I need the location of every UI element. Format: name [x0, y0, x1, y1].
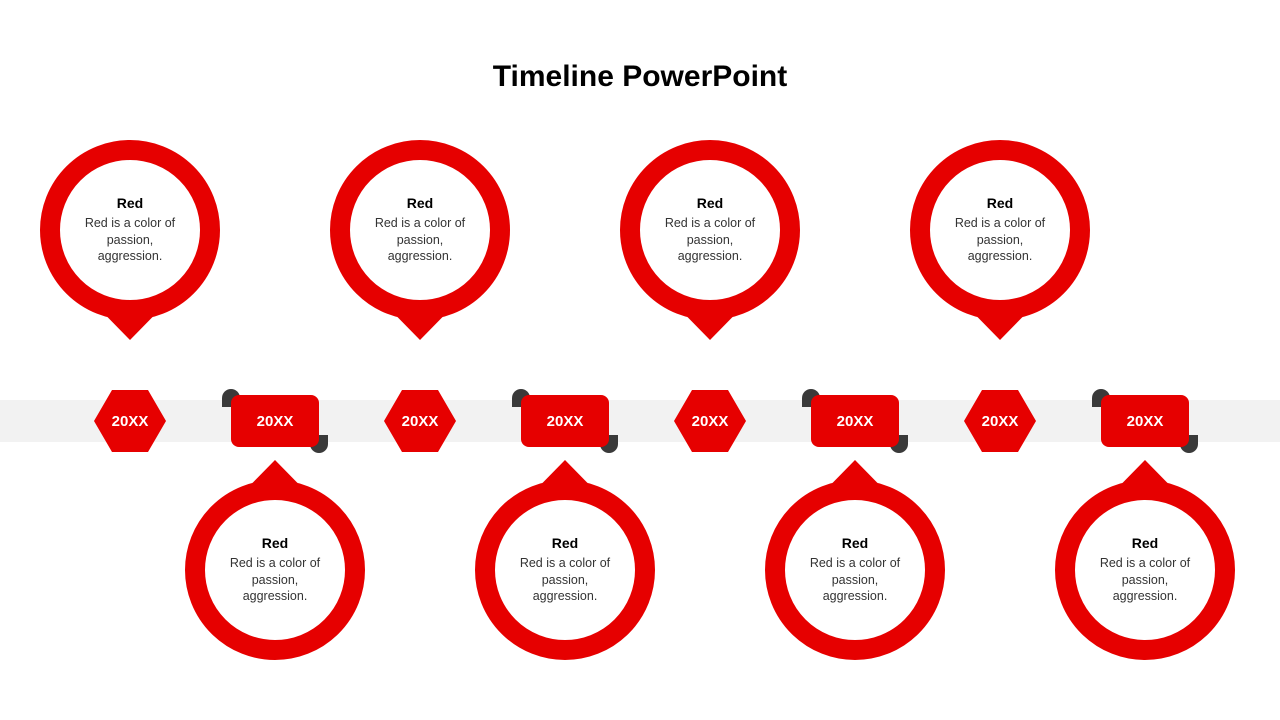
year-tag: 20XX	[231, 395, 319, 447]
timeline-node-lower: Red Red is a color of passion, aggression…	[475, 480, 655, 660]
node-body: Red is a color of passion, aggression.	[223, 555, 327, 606]
year-tag: 20XX	[521, 395, 609, 447]
node-heading: Red	[552, 535, 578, 551]
node-body: Red is a color of passion, aggression.	[513, 555, 617, 606]
node-heading: Red	[987, 195, 1013, 211]
node-body: Red is a color of passion, aggression.	[368, 215, 472, 266]
timeline-node-upper: Red Red is a color of passion, aggression…	[330, 140, 510, 320]
timeline-node-lower: Red Red is a color of passion, aggression…	[765, 480, 945, 660]
node-heading: Red	[1132, 535, 1158, 551]
node-heading: Red	[117, 195, 143, 211]
node-body: Red is a color of passion, aggression.	[78, 215, 182, 266]
timeline-node-upper: Red Red is a color of passion, aggression…	[910, 140, 1090, 320]
year-tag: 20XX	[811, 395, 899, 447]
node-heading: Red	[407, 195, 433, 211]
timeline-node-upper: Red Red is a color of passion, aggression…	[620, 140, 800, 320]
node-body: Red is a color of passion, aggression.	[1093, 555, 1197, 606]
page-title: Timeline PowerPoint	[0, 60, 1280, 94]
node-heading: Red	[697, 195, 723, 211]
node-body: Red is a color of passion, aggression.	[803, 555, 907, 606]
node-body: Red is a color of passion, aggression.	[658, 215, 762, 266]
timeline-node-lower: Red Red is a color of passion, aggression…	[1055, 480, 1235, 660]
timeline-node-lower: Red Red is a color of passion, aggression…	[185, 480, 365, 660]
node-heading: Red	[842, 535, 868, 551]
node-heading: Red	[262, 535, 288, 551]
timeline-bar	[0, 400, 1280, 442]
year-tag: 20XX	[1101, 395, 1189, 447]
node-body: Red is a color of passion, aggression.	[948, 215, 1052, 266]
timeline-node-upper: Red Red is a color of passion, aggression…	[40, 140, 220, 320]
